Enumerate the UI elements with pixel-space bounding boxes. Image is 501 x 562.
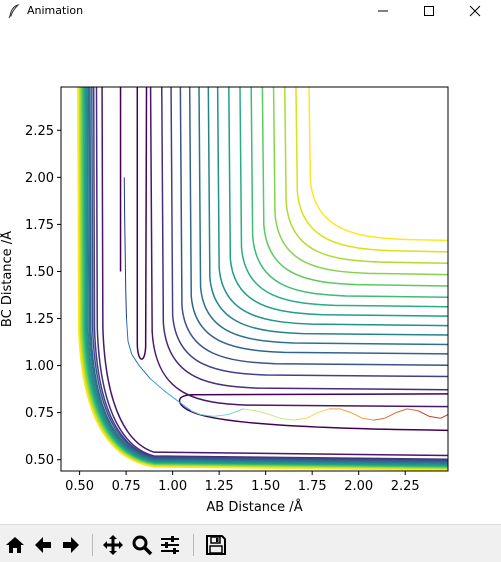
y-tick-label: 1.00 — [25, 359, 54, 374]
trajectory-segment — [150, 379, 163, 390]
trajectory-segment — [125, 253, 126, 291]
trajectory-segment — [396, 409, 407, 413]
x-tick-label: 1.50 — [251, 479, 280, 494]
trajectory-segment — [281, 418, 294, 420]
feather-app-icon — [6, 3, 22, 19]
x-axis-label: AB Distance /Å — [206, 499, 302, 515]
forward-button[interactable] — [59, 533, 83, 557]
x-tick-label: 1.75 — [298, 479, 327, 494]
navigation-toolbar — [0, 524, 501, 562]
trajectory-segment — [139, 366, 150, 379]
home-icon — [4, 534, 26, 556]
y-tick-label: 1.50 — [25, 265, 54, 280]
y-tick-label: 2.00 — [25, 171, 54, 186]
trajectory-segment — [178, 401, 191, 410]
back-button[interactable] — [31, 533, 55, 557]
toolbar-separator — [193, 534, 194, 556]
trajectory-segment — [318, 409, 329, 413]
matplotlib-figure: 0.50 0.75 1.00 1.25 1.50 1.75 2.00 2.25 0.50 0.7… — [0, 22, 501, 524]
trajectory-segment — [125, 215, 126, 253]
y-tick-label: 0.75 — [25, 406, 54, 421]
trajectory-segment — [407, 409, 418, 411]
home-button[interactable] — [3, 533, 27, 557]
axes-frame — [61, 87, 448, 471]
save-floppy-icon — [205, 534, 227, 556]
maximize-icon — [423, 5, 435, 17]
trajectory-segment — [385, 413, 396, 419]
pan-move-icon — [102, 534, 124, 556]
contour-plot[interactable]: 0.50 0.75 1.00 1.25 1.50 1.75 2.00 2.25 0.50 0.7… — [0, 22, 501, 524]
trajectory-segment — [214, 415, 229, 417]
subplots-sliders-icon — [159, 534, 181, 556]
trajectory-segment — [243, 409, 256, 411]
trajectory-segment — [132, 354, 139, 365]
close-button[interactable] — [453, 0, 497, 22]
window-title: Animation — [27, 4, 83, 17]
pan-button[interactable] — [101, 533, 125, 557]
trajectory-segment — [441, 415, 448, 419]
trajectory-segment — [374, 418, 385, 420]
save-button[interactable] — [204, 533, 228, 557]
trajectory-segment — [307, 413, 318, 419]
y-tick-label: 1.25 — [25, 312, 54, 327]
trajectory-segment — [228, 409, 243, 415]
window-titlebar: Animation — [0, 0, 501, 22]
x-tick-label: 1.25 — [205, 479, 234, 494]
x-tick-label: 2.25 — [391, 479, 420, 494]
x-axis-ticks: 0.50 0.75 1.00 1.25 1.50 1.75 2.00 2.25 — [65, 471, 420, 494]
x-tick-label: 0.50 — [65, 479, 94, 494]
trajectory-segment — [126, 290, 127, 318]
minimize-icon — [377, 5, 389, 17]
contour-line — [89, 46, 489, 464]
trajectory-segment — [126, 319, 127, 342]
maximize-button[interactable] — [407, 0, 451, 22]
forward-arrow-icon — [60, 534, 82, 556]
y-tick-label: 0.50 — [25, 453, 54, 468]
y-tick-label: 1.75 — [25, 218, 54, 233]
contour-line — [83, 46, 489, 468]
trajectory-segment — [429, 416, 440, 418]
y-axis-label: BC Distance /Å — [0, 231, 15, 327]
trajectory-segment — [163, 390, 178, 401]
y-tick-label: 2.25 — [25, 124, 54, 139]
x-tick-label: 2.00 — [344, 479, 373, 494]
trajectory-segment — [418, 411, 429, 417]
trajectory-segment — [294, 418, 307, 420]
close-icon — [469, 5, 481, 17]
trajectory-segment — [269, 415, 280, 419]
toolbar-separator — [92, 534, 93, 556]
contour-line — [96, 46, 489, 460]
y-axis-ticks: 0.50 0.75 1.00 1.25 1.50 1.75 2.00 2.25 — [25, 124, 61, 468]
x-tick-label: 1.00 — [158, 479, 187, 494]
contour-line — [90, 46, 489, 463]
trajectory-segment — [256, 411, 269, 415]
contour-lines — [78, 46, 489, 471]
trajectory-segment — [340, 409, 351, 413]
trajectory-segment — [351, 413, 362, 419]
trajectory-segment — [128, 341, 132, 354]
trajectory-segment — [362, 418, 373, 420]
zoom-magnifier-icon — [131, 534, 153, 556]
configure-subplots-button[interactable] — [158, 533, 182, 557]
zoom-button[interactable] — [130, 533, 154, 557]
x-tick-label: 0.75 — [112, 479, 141, 494]
minimize-button[interactable] — [361, 0, 405, 22]
back-arrow-icon — [32, 534, 54, 556]
contour-line — [87, 46, 489, 465]
